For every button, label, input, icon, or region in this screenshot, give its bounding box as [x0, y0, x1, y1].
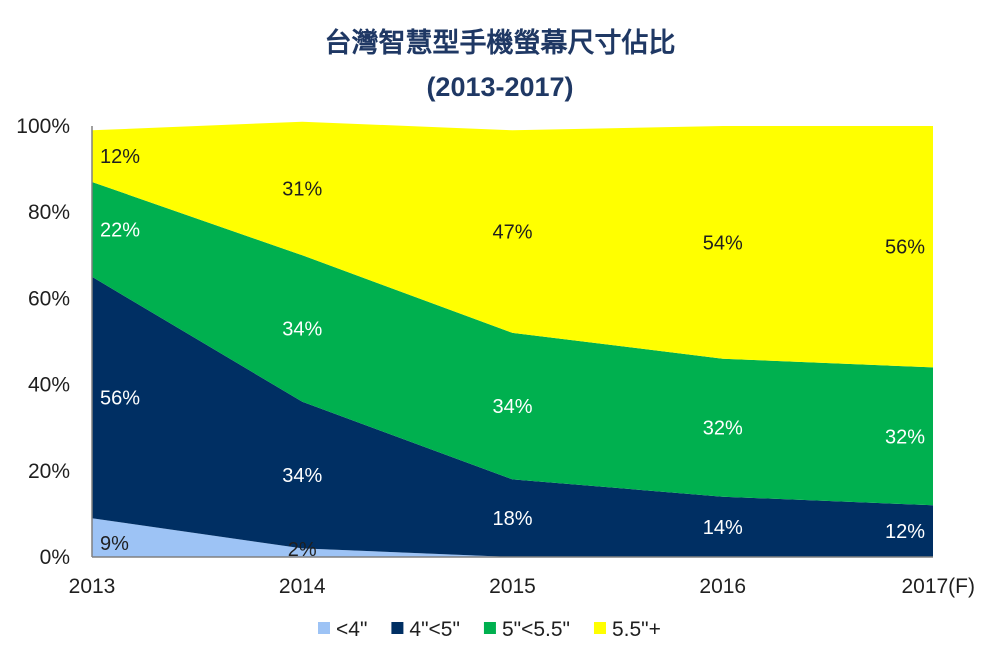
y-tick-label: 60%: [28, 287, 70, 310]
y-tick-label: 80%: [28, 201, 70, 224]
plot-areas: [92, 121, 933, 557]
area-series-3: [92, 182, 933, 506]
y-tick-label: 0%: [40, 546, 70, 569]
data-label: 31%: [282, 178, 322, 200]
data-label: 22%: [100, 219, 140, 241]
legend: <4" 4"<5" 5"<5.5" 5.5"+: [318, 618, 661, 641]
data-label: 32%: [703, 418, 743, 440]
data-label: 54%: [703, 232, 743, 254]
data-label: 34%: [282, 465, 322, 487]
data-label: 14%: [703, 517, 743, 539]
y-tick-label: 100%: [16, 115, 70, 138]
data-labels: 9% 2% 56% 34% 18% 14% 12% 22% 34% 34% 32% 32% 12% 31%…: [100, 146, 925, 561]
legend-label: 5.5"+: [612, 618, 661, 641]
x-tick-label: 2017(F): [901, 575, 975, 598]
data-label: 47%: [492, 222, 532, 244]
data-label: 56%: [885, 237, 925, 259]
x-axis-ticks: 2013 2014 2015 2016 2017(F): [69, 575, 975, 598]
data-label: 32%: [885, 426, 925, 448]
data-label: 12%: [885, 521, 925, 543]
area-series-1: [92, 518, 933, 557]
legend-swatch: [483, 622, 496, 634]
y-tick-label: 20%: [28, 460, 70, 483]
x-tick-label: 2015: [489, 575, 536, 598]
area-series-2: [92, 276, 933, 557]
data-label: 34%: [492, 396, 532, 418]
data-label: 56%: [100, 388, 140, 410]
data-label: 12%: [100, 146, 140, 168]
chart-subtitle: (2013-2017): [426, 72, 573, 102]
chart-title: 台灣智慧型手機螢幕尺寸佔比: [325, 27, 676, 59]
x-tick-label: 2014: [279, 575, 326, 598]
x-tick-label: 2016: [699, 575, 746, 598]
legend-swatch: [391, 622, 404, 634]
data-label: 34%: [282, 319, 322, 341]
y-tick-label: 40%: [28, 374, 70, 397]
legend-label: 4"<5": [409, 618, 460, 641]
data-label: 9%: [100, 533, 129, 555]
legend-swatch: [593, 622, 606, 634]
data-label: 2%: [288, 539, 317, 561]
legend-swatch: [318, 622, 330, 634]
legend-label: <4": [336, 618, 367, 641]
x-tick-label: 2013: [69, 575, 116, 598]
data-label: 18%: [492, 508, 532, 530]
y-axis-ticks: 0% 20% 40% 60% 80% 100%: [16, 115, 70, 569]
legend-label: 5"<5.5": [502, 618, 570, 641]
area-series-4: [92, 121, 933, 368]
